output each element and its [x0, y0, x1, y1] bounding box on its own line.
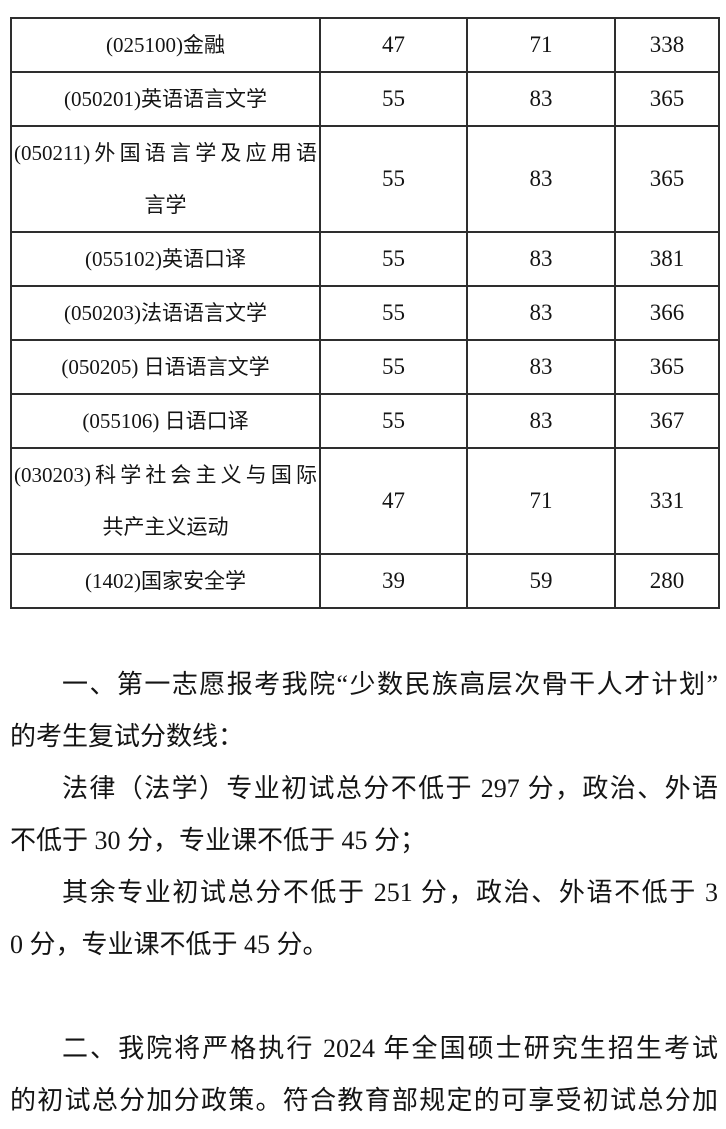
note-paragraph-3: 其余专业初试总分不低于 251 分，政治、外语不低于 3 0 分，专业课不低于 … — [10, 867, 718, 971]
program-name-line-2: 言学 — [144, 193, 187, 217]
program-name: (050203)法语语言文学 — [64, 301, 267, 325]
text-line: 的初试总分加分政策。符合教育部规定的可享受初试总分加 — [10, 1086, 718, 1115]
program-name-line-1: (030203)科学社会主义与国际 — [14, 463, 317, 487]
program-name-line-2: 共产主义运动 — [102, 515, 229, 539]
total-score-cell: 367 — [614, 393, 720, 449]
score-col2-cell: 83 — [466, 285, 616, 341]
program-name: (050201)英语语言文学 — [64, 87, 267, 111]
program-name-cell: (050203)法语语言文学 — [10, 285, 321, 341]
score-col1-cell: 55 — [319, 125, 468, 233]
text-line: 法律（法学）专业初试总分不低于 297 分，政治、外语 — [62, 774, 718, 803]
program-name-cell: (1402)国家安全学 — [10, 553, 321, 609]
table-row: (025100)金融 47 71 338 — [10, 17, 720, 73]
score-col1-cell: 55 — [319, 285, 468, 341]
score-col2-cell: 83 — [466, 339, 616, 395]
text-line: 其余专业初试总分不低于 251 分，政治、外语不低于 3 — [62, 878, 718, 907]
score-col1-cell: 47 — [319, 447, 468, 555]
program-name-cell: (055102)英语口译 — [10, 231, 321, 287]
admission-scores-table: (025100)金融 47 71 338 (050201)英语语言文学 55 8… — [10, 17, 720, 609]
total-score-cell: 365 — [614, 125, 720, 233]
score-col1-cell: 55 — [319, 339, 468, 395]
total-score-cell: 331 — [614, 447, 720, 555]
program-name-cell: (050205) 日语语言文学 — [10, 339, 321, 395]
text-line: 一、第一志愿报考我院“少数民族高层次骨干人才计划” — [62, 670, 718, 699]
text-line: 0 分，专业课不低于 45 分。 — [10, 930, 329, 959]
notes-section: 一、第一志愿报考我院“少数民族高层次骨干人才计划” 的考生复试分数线： 法律（法… — [10, 659, 718, 1127]
table-row: (050211)外国语言学及应用语 言学 55 83 365 — [10, 125, 720, 233]
score-col2-cell: 59 — [466, 553, 616, 609]
program-name: (055102)英语口译 — [85, 247, 246, 271]
score-col2-cell: 83 — [466, 71, 616, 127]
program-name-cell: (030203)科学社会主义与国际 共产主义运动 — [10, 447, 321, 555]
program-name-cell: (050211)外国语言学及应用语 言学 — [10, 125, 321, 233]
score-col2-cell: 83 — [466, 231, 616, 287]
program-name: (055106) 日语口译 — [82, 409, 249, 433]
text-line: 的考生复试分数线： — [10, 722, 245, 751]
program-name: (1402)国家安全学 — [85, 569, 246, 593]
note-paragraph-2: 法律（法学）专业初试总分不低于 297 分，政治、外语 不低于 30 分，专业课… — [10, 763, 718, 867]
score-col2-cell: 71 — [466, 447, 616, 555]
total-score-cell: 338 — [614, 17, 720, 73]
program-name-cell: (050201)英语语言文学 — [10, 71, 321, 127]
text-line: 不低于 30 分，专业课不低于 45 分； — [10, 826, 427, 855]
text-line: 二、我院将严格执行 2024 年全国硕士研究生招生考试 — [62, 1034, 718, 1063]
table-row: (1402)国家安全学 39 59 280 — [10, 553, 720, 609]
total-score-cell: 381 — [614, 231, 720, 287]
program-name-line-1: (050211)外国语言学及应用语 — [14, 141, 317, 165]
table-row: (030203)科学社会主义与国际 共产主义运动 47 71 331 — [10, 447, 720, 555]
program-name-cell: (055106) 日语口译 — [10, 393, 321, 449]
table-row: (055106) 日语口译 55 83 367 — [10, 393, 720, 449]
total-score-cell: 365 — [614, 71, 720, 127]
score-col1-cell: 55 — [319, 71, 468, 127]
score-col2-cell: 71 — [466, 17, 616, 73]
score-col2-cell: 83 — [466, 125, 616, 233]
table-row: (050205) 日语语言文学 55 83 365 — [10, 339, 720, 395]
table-row: (050203)法语语言文学 55 83 366 — [10, 285, 720, 341]
note-paragraph-1: 一、第一志愿报考我院“少数民族高层次骨干人才计划” 的考生复试分数线： — [10, 659, 718, 763]
total-score-cell: 280 — [614, 553, 720, 609]
program-name-cell: (025100)金融 — [10, 17, 321, 73]
note-paragraph-4: 二、我院将严格执行 2024 年全国硕士研究生招生考试 的初试总分加分政策。符合… — [10, 1023, 718, 1127]
total-score-cell: 366 — [614, 285, 720, 341]
score-col1-cell: 47 — [319, 17, 468, 73]
total-score-cell: 365 — [614, 339, 720, 395]
table-row: (055102)英语口译 55 83 381 — [10, 231, 720, 287]
program-name: (025100)金融 — [106, 33, 225, 57]
score-col1-cell: 55 — [319, 231, 468, 287]
program-name: (050205) 日语语言文学 — [61, 355, 270, 379]
table-row: (050201)英语语言文学 55 83 365 — [10, 71, 720, 127]
score-col1-cell: 39 — [319, 553, 468, 609]
score-col2-cell: 83 — [466, 393, 616, 449]
score-col1-cell: 55 — [319, 393, 468, 449]
